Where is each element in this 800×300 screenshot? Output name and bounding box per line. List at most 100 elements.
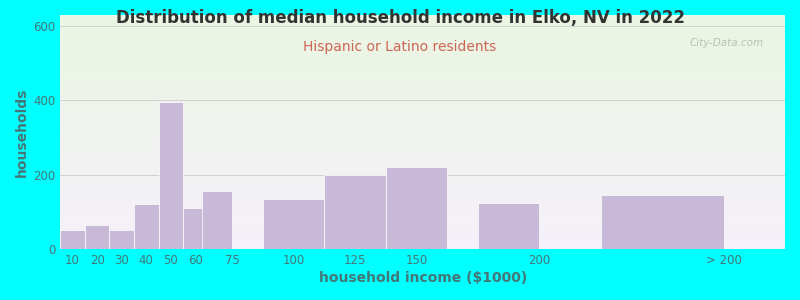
Bar [60,24,785,26]
Bar [60,180,785,181]
Bar [60,194,785,195]
Bar [60,96,785,97]
Bar [60,186,785,187]
Bar [60,133,785,134]
Bar [60,86,785,88]
Bar [60,77,785,78]
Bar [60,152,785,153]
Bar [60,102,785,103]
Bar [202,191,232,249]
Bar [60,172,785,173]
Bar [60,57,785,58]
Bar [60,189,785,190]
Bar [60,109,785,110]
Bar [60,193,785,194]
Bar [60,15,785,16]
Bar [60,84,785,85]
Bar [60,242,785,243]
Bar [60,38,785,40]
Bar [60,162,785,164]
Bar [60,173,785,174]
Bar [60,212,785,213]
Bar [60,26,785,27]
Bar [60,92,785,93]
Bar [60,207,785,208]
Bar [60,154,785,155]
Bar [60,125,785,126]
Bar [60,176,785,178]
Text: City-Data.com: City-Data.com [689,38,763,48]
Bar [60,69,785,70]
Bar [60,231,785,232]
Bar [60,117,785,118]
Bar [60,199,785,200]
Bar [60,161,785,162]
Bar [60,158,785,159]
Bar [60,107,785,109]
Bar [60,159,785,160]
Bar [60,79,785,80]
Bar [60,112,785,113]
Bar [60,82,785,83]
Bar [60,205,785,206]
Bar [60,54,785,55]
Bar [60,223,785,224]
Bar [60,230,785,231]
Bar [60,238,785,240]
Bar [60,89,785,90]
Bar [60,70,785,71]
Bar [60,146,785,147]
Bar [60,153,785,154]
Bar [60,218,785,219]
Bar [60,49,785,50]
Bar [60,237,785,238]
Bar [60,229,785,230]
Bar [60,216,785,217]
Bar [60,175,785,176]
Bar [60,36,785,37]
Bar [60,123,785,124]
Bar [60,61,785,62]
Bar [60,110,785,111]
Bar [60,192,785,193]
Bar [60,56,785,57]
Bar [60,169,785,171]
Bar [60,32,785,34]
Bar [110,230,134,249]
Bar [60,219,785,220]
Bar [60,93,785,94]
Bar [60,118,785,119]
Bar [60,195,785,196]
Bar [60,144,785,145]
Bar [60,196,785,197]
Bar [60,155,785,157]
Bar [60,85,785,86]
Bar [263,199,324,249]
Bar [60,236,785,237]
Bar [60,168,785,169]
Bar [60,197,785,199]
Bar [60,134,785,136]
Bar [60,209,785,210]
Bar [601,195,723,249]
Bar [60,164,785,165]
Bar [60,245,785,247]
Bar [60,45,785,46]
Bar [60,200,785,201]
Bar [60,184,785,186]
Bar [60,215,785,216]
Bar [60,210,785,211]
Bar [60,145,785,146]
Bar [60,27,785,28]
Bar [60,71,785,72]
Bar [60,221,785,222]
Bar [60,203,785,205]
Bar [60,119,785,120]
Bar [60,201,785,202]
Bar [60,214,785,215]
Bar [60,22,785,23]
Bar [60,240,785,241]
Bar [60,190,785,192]
Bar [60,142,785,144]
Bar [60,140,785,141]
